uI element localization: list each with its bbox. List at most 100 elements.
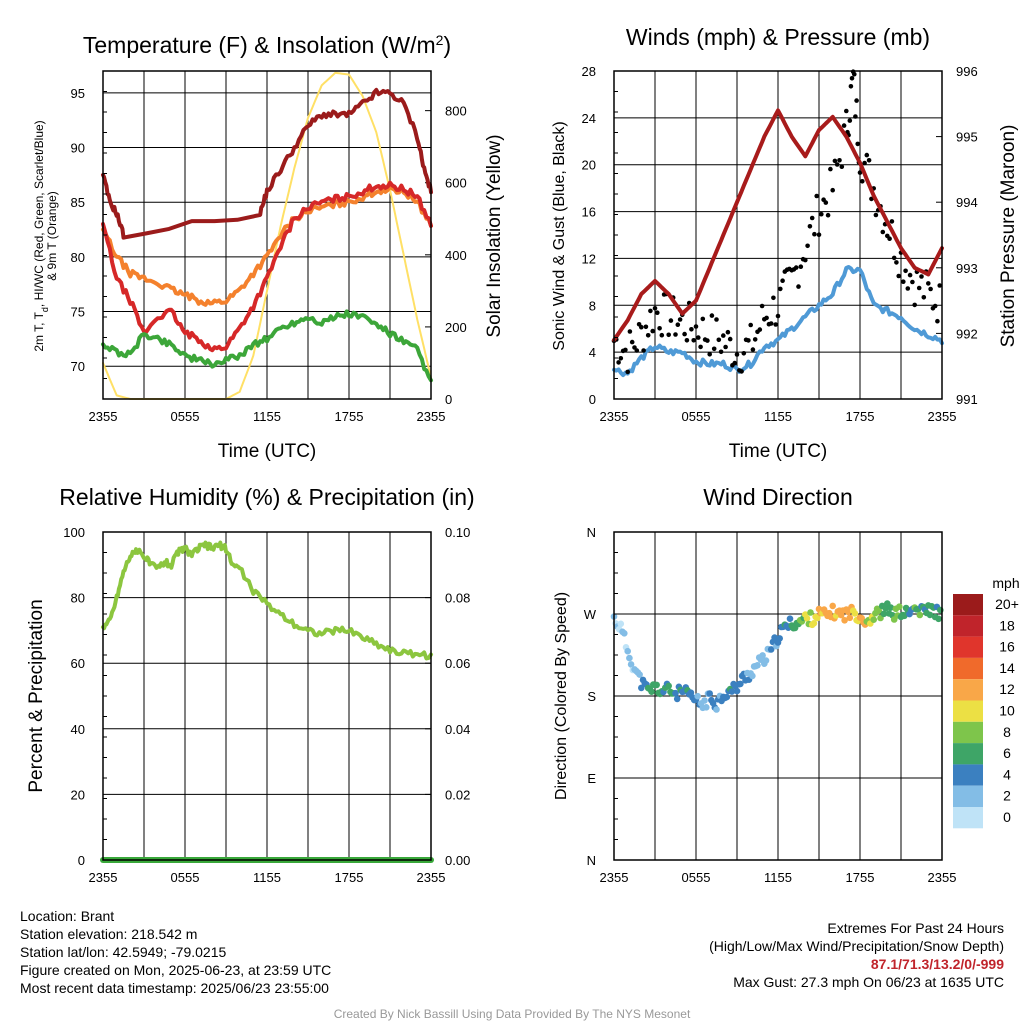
direction-point <box>762 657 770 664</box>
direction-point <box>754 662 761 669</box>
gust-point <box>727 336 733 342</box>
gust-point <box>839 164 845 169</box>
gust-point <box>910 279 915 285</box>
gust-point <box>864 152 870 158</box>
x-tick-label: 1755 <box>846 870 875 885</box>
direction-point <box>875 607 883 615</box>
y2-tick-label: 991 <box>956 392 978 407</box>
y2-tick-label: 0 <box>445 392 452 407</box>
legend-swatch <box>953 743 983 765</box>
gust-point <box>652 306 658 311</box>
legend-swatch <box>953 700 983 722</box>
y-tick-label: 0 <box>78 853 85 868</box>
direction-point <box>626 654 633 662</box>
direction-point <box>648 688 655 695</box>
direction-point <box>624 647 631 655</box>
direction-point <box>665 682 672 690</box>
x-tick-label: 2355 <box>600 870 629 885</box>
direction-point <box>672 689 679 697</box>
gust-point <box>832 158 838 164</box>
x-tick-label: 2355 <box>89 870 118 885</box>
direction-y-axis-label: Direction (Colored By Speed) <box>553 592 570 800</box>
direction-point <box>627 661 635 668</box>
y2-tick-label: 0.04 <box>445 722 470 737</box>
gust-point <box>711 346 717 352</box>
gust-point <box>819 211 824 217</box>
gust-point <box>812 231 817 237</box>
gust-point <box>891 255 897 261</box>
gust-point <box>854 98 859 103</box>
gust-point <box>803 257 808 263</box>
x-tick-label: 0555 <box>171 409 200 424</box>
y-tick-label: 90 <box>71 141 85 156</box>
extremes-subtitle: (High/Low/Max Wind/Precipitation/Snow De… <box>709 938 1004 954</box>
direction-point <box>713 706 720 713</box>
temperature-insolation-panel: Temperature (F) & Insolation (W/m2) 2m T… <box>32 32 505 462</box>
y2-tick-label: 992 <box>956 326 978 341</box>
gust-point <box>849 76 855 81</box>
legend-swatch <box>953 807 983 829</box>
y-tick-label: 40 <box>71 722 85 737</box>
gust-point <box>718 349 724 355</box>
gust-point <box>921 295 927 300</box>
svg-text:2m T, Td, HI/WC (Red, Green, S: 2m T, Td, HI/WC (Red, Green, Scarlet/Blu… <box>32 120 50 351</box>
humidity-precip-panel: Relative Humidity (%) & Precipitation (i… <box>26 484 475 885</box>
gust-point <box>841 123 847 128</box>
gust-point <box>780 278 785 284</box>
gust-point <box>771 295 776 301</box>
gust-point <box>793 265 799 270</box>
direction-point <box>844 608 852 616</box>
y2-tick-label: 996 <box>956 64 978 79</box>
y2-tick-label: 0.02 <box>445 787 470 802</box>
gust-point <box>691 338 696 343</box>
legend-label: 12 <box>999 681 1015 697</box>
gust-point <box>807 224 813 229</box>
y-tick-label: 60 <box>71 656 85 671</box>
gust-point <box>805 243 810 249</box>
y-tick-label: 85 <box>71 195 85 210</box>
legend-swatch <box>953 721 983 744</box>
y-tick-label: 70 <box>71 359 85 374</box>
gust-point <box>798 264 804 270</box>
direction-point <box>737 680 744 688</box>
legend-label: 8 <box>1003 724 1011 740</box>
gust-point <box>659 332 665 338</box>
gust-point <box>750 347 756 352</box>
series-line <box>612 265 944 378</box>
y2-tick-label: 400 <box>445 248 467 263</box>
x-tick-label: 2355 <box>417 409 446 424</box>
direction-point <box>728 688 736 695</box>
legend-label: 10 <box>999 703 1015 719</box>
gust-point <box>844 108 849 114</box>
humidity-y-axis-label: Percent & Precipitation <box>26 599 47 792</box>
gust-point <box>655 310 660 316</box>
gust-point <box>796 284 801 289</box>
gust-point <box>757 327 763 332</box>
temperature-panel-title: Temperature (F) & Insolation (W/m2) <box>83 32 451 58</box>
gust-point <box>828 166 833 172</box>
svg-text:& 9m T (Orange): & 9m T (Orange) <box>45 191 59 281</box>
y-tick-label: 100 <box>63 525 85 540</box>
y-tick-label: 12 <box>582 251 596 266</box>
direction-point <box>759 652 766 659</box>
y-tick-label: 28 <box>582 64 596 79</box>
gust-point <box>848 84 854 89</box>
gust-point <box>648 308 653 314</box>
x-tick-label: 2355 <box>928 409 957 424</box>
y-tick-label: E <box>587 771 596 786</box>
direction-point <box>694 692 701 700</box>
legend-label: 4 <box>1003 766 1011 782</box>
legend-label: 18 <box>999 617 1015 633</box>
speed-color-legend: 20+ 18 16 14 12 10 8 6 4 2 0 <box>953 594 1019 829</box>
direction-point <box>841 617 848 624</box>
meteogram-figure: Temperature (F) & Insolation (W/m2) 2m T… <box>26 24 1020 885</box>
x-tick-label: 2355 <box>417 870 446 885</box>
gust-point <box>912 302 917 308</box>
direction-points <box>610 600 944 713</box>
gust-point <box>677 317 683 322</box>
gust-point <box>764 315 769 321</box>
direction-point <box>701 697 708 704</box>
gust-point <box>873 212 879 218</box>
gust-point <box>778 286 783 292</box>
max-gust: Max Gust: 27.3 mph On 06/23 at 1635 UTC <box>733 974 1004 990</box>
